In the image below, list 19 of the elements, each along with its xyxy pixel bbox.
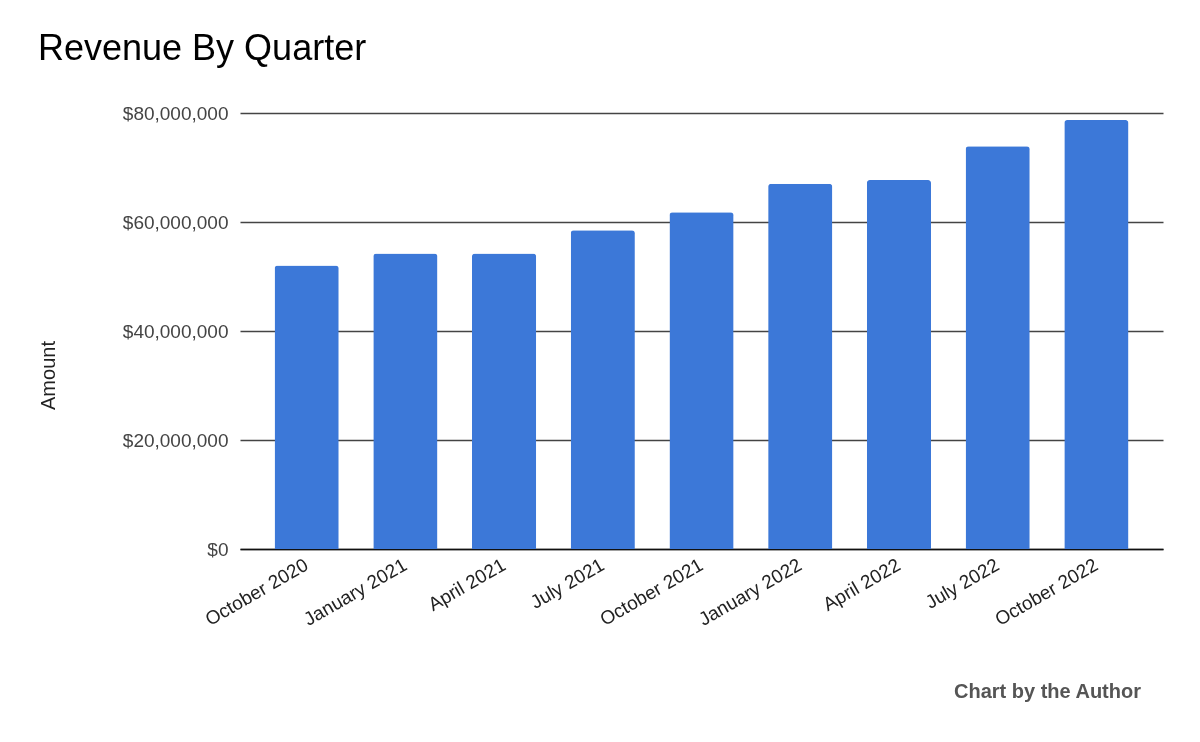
x-tick-label: April 2021 — [424, 553, 510, 615]
chart-title: Revenue By Quarter — [38, 27, 367, 68]
text: Chart by the Author — [953, 680, 1142, 702]
bar — [1064, 120, 1129, 549]
bar — [373, 253, 438, 549]
bar — [570, 230, 635, 549]
y-tick-label: $20,000,000 — [122, 429, 229, 451]
bar — [471, 253, 537, 549]
y-axis-title: Amount — [36, 340, 59, 410]
y-tick-label: $40,000,000 — [122, 320, 229, 342]
bar — [866, 180, 932, 549]
bar — [965, 146, 1030, 549]
bar — [768, 183, 833, 549]
y-tick-label: $0 — [207, 538, 229, 560]
y-tick-label: $60,000,000 — [122, 211, 229, 233]
x-tick-label: April 2022 — [819, 553, 904, 615]
bar — [669, 212, 734, 549]
bar — [274, 265, 339, 549]
y-tick-label: $80,000,000 — [122, 102, 229, 124]
